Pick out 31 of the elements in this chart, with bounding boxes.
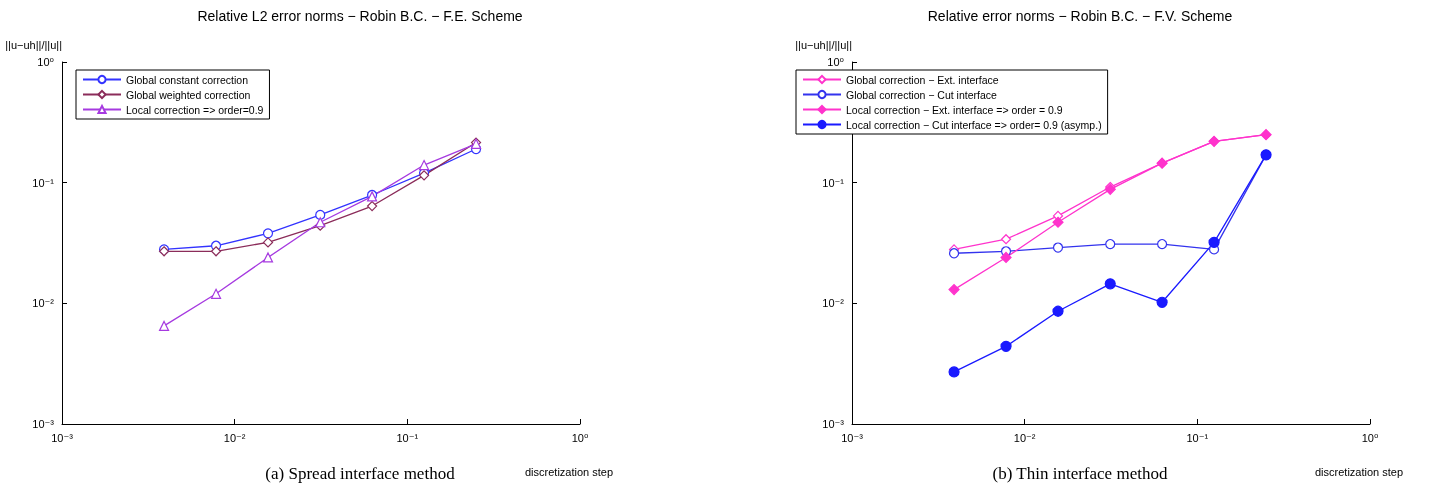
y-tick-label: 10⁻¹ xyxy=(32,176,55,189)
legend-label: Global correction − Ext. interface xyxy=(846,73,999,86)
y-tick-label: 10⁰ xyxy=(827,56,845,68)
x-tick-label: 10⁰ xyxy=(571,431,589,444)
y-tick-label: 10⁰ xyxy=(37,56,55,68)
x-axis-title: discretization step xyxy=(1315,465,1404,478)
x-tick-label: 10⁰ xyxy=(1361,431,1379,444)
y-tick-label: 10⁻³ xyxy=(822,418,845,430)
text: (a) Spread interface method xyxy=(265,464,456,483)
x-tick-label: 10⁻³ xyxy=(841,431,864,444)
chart-title: Relative error norms − Robin B.C. − F.V. Scheme xyxy=(927,8,1233,24)
y-tick-label: 10⁻² xyxy=(822,297,845,310)
x-tick-label: 10⁻³ xyxy=(51,431,74,444)
legend-label: Global correction − Cut interface xyxy=(846,88,998,101)
legend-label: Local correction − Cut interface => order= 0.9 (asymp.) xyxy=(846,118,1102,131)
y-tick-label: 10⁻³ xyxy=(32,418,55,430)
x-axis-title: discretization step xyxy=(525,465,614,478)
x-tick-label: 10⁻² xyxy=(1013,431,1036,444)
legend-label: Local correction => order=0.9 xyxy=(126,103,264,116)
y-axis-title: ||u−uh||/||u|| xyxy=(5,38,62,51)
y-axis-title: ||u−uh||/||u|| xyxy=(795,38,852,51)
y-tick-label: 10⁻² xyxy=(32,297,55,310)
x-tick-label: 10⁻² xyxy=(223,431,246,444)
chart-title: Relative L2 error norms − Robin B.C. − F.E. Scheme xyxy=(197,8,523,24)
legend-label: Global constant correction xyxy=(126,73,249,86)
legend-label: Local correction − Ext. interface => order = 0.9 xyxy=(846,103,1063,116)
x-tick-label: 10⁻¹ xyxy=(396,431,419,444)
x-tick-label: 10⁻¹ xyxy=(1186,431,1209,444)
text: (b) Thin interface method xyxy=(992,464,1168,483)
y-tick-label: 10⁻¹ xyxy=(822,176,845,189)
legend-label: Global weighted correction xyxy=(126,88,251,101)
